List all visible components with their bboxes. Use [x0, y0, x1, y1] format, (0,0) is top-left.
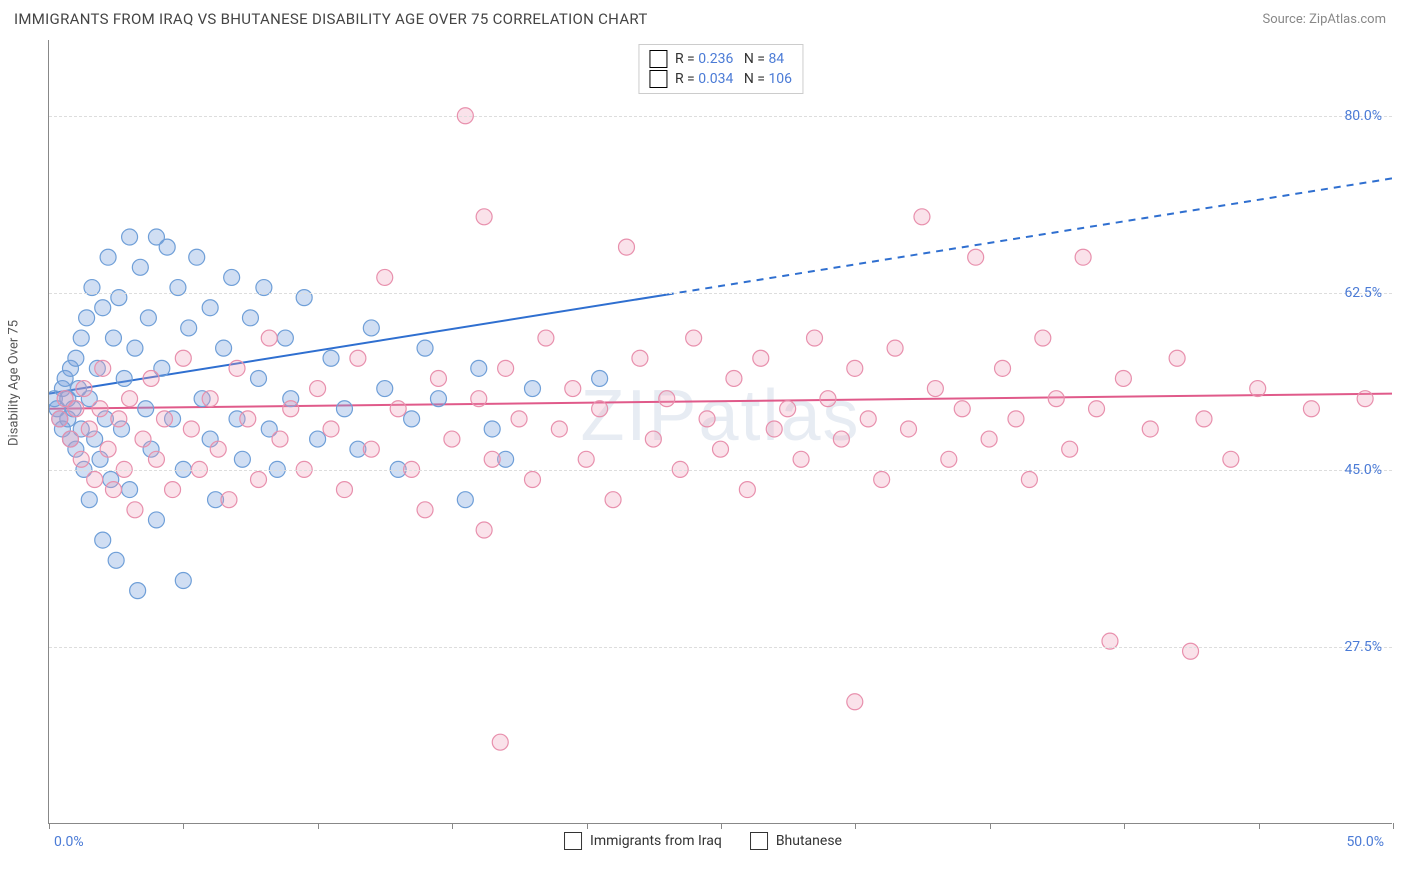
x-tick: [318, 823, 319, 829]
x-tick: [452, 823, 453, 829]
x-tick: [183, 823, 184, 829]
scatter-points: [49, 40, 1392, 823]
legend-swatch-iraq: [564, 832, 582, 850]
x-axis-min-label: 0.0%: [54, 834, 84, 850]
legend-stats-row: R = 0.236 N = 84: [649, 49, 792, 69]
grid-line: [49, 293, 1392, 294]
x-tick: [1124, 823, 1125, 829]
legend-swatch-iraq: [649, 50, 667, 68]
y-tick-label: 80.0%: [1344, 108, 1382, 124]
legend-item-bhutanese: Bhutanese: [750, 832, 842, 850]
chart-title: IMMIGRANTS FROM IRAQ VS BHUTANESE DISABI…: [14, 10, 648, 28]
x-tick: [990, 823, 991, 829]
grid-line: [49, 116, 1392, 117]
y-tick-label: 62.5%: [1344, 285, 1382, 301]
plot-region: ZIPatlas R = 0.236 N = 84 R = 0.034 N = …: [48, 40, 1392, 824]
chart-area: Disability Age Over 75 ZIPatlas R = 0.23…: [14, 40, 1392, 852]
y-axis-title: Disability Age Over 75: [7, 320, 22, 446]
x-tick: [587, 823, 588, 829]
legend-stats: R = 0.236 N = 84 R = 0.034 N = 106: [638, 44, 803, 94]
x-tick: [1393, 823, 1394, 829]
legend-stats-row: R = 0.034 N = 106: [649, 69, 792, 89]
x-tick: [721, 823, 722, 829]
chart-header: IMMIGRANTS FROM IRAQ VS BHUTANESE DISABI…: [0, 0, 1406, 34]
y-tick-label: 45.0%: [1344, 462, 1382, 478]
legend-swatch-bhutanese: [750, 832, 768, 850]
x-tick: [49, 823, 50, 829]
x-tick: [1259, 823, 1260, 829]
x-axis-max-label: 50.0%: [1346, 834, 1384, 850]
y-tick-label: 27.5%: [1344, 639, 1382, 655]
legend-bottom: Immigrants from Iraq Bhutanese: [564, 832, 842, 850]
grid-line: [49, 647, 1392, 648]
x-tick: [855, 823, 856, 829]
legend-stats-text: R = 0.034 N = 106: [675, 71, 792, 87]
legend-stats-text: R = 0.236 N = 84: [675, 51, 784, 67]
chart-source: Source: ZipAtlas.com: [1262, 12, 1386, 27]
legend-label: Immigrants from Iraq: [590, 833, 722, 849]
grid-line: [49, 470, 1392, 471]
legend-label: Bhutanese: [776, 833, 842, 849]
legend-swatch-bhutanese: [649, 70, 667, 88]
legend-item-iraq: Immigrants from Iraq: [564, 832, 722, 850]
